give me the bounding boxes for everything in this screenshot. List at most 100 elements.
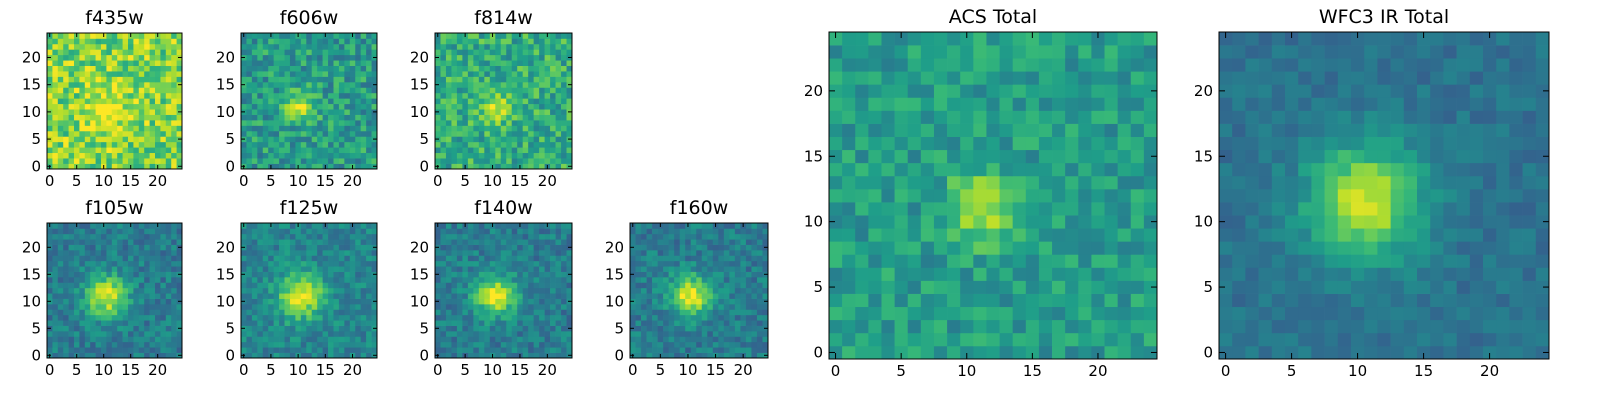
heatmap-cell (251, 223, 258, 229)
heatmap-cell (355, 141, 362, 148)
heatmap-cell (333, 43, 340, 50)
heatmap-cell (528, 92, 534, 99)
heatmap-cell (712, 298, 719, 305)
heatmap-cell (679, 277, 686, 283)
heatmap-cell (251, 277, 258, 283)
heatmap-cell (128, 293, 134, 299)
heatmap-cell (440, 147, 447, 154)
heatmap-cell (881, 175, 895, 190)
heatmap-cell (155, 320, 161, 326)
heatmap-cell (63, 81, 69, 88)
heatmap-cell (960, 332, 974, 347)
heatmap-cell (473, 60, 480, 66)
heatmap-cell (484, 228, 491, 235)
heatmap-cell (306, 43, 313, 50)
heatmap-cell (171, 250, 177, 256)
heatmap-cell (52, 233, 59, 240)
heatmap-cell (63, 298, 69, 305)
heatmap-cell (68, 109, 75, 115)
heatmap-cell (467, 81, 474, 88)
heatmap-cell (533, 49, 540, 56)
heatmap-cell (478, 282, 485, 289)
heatmap-cell (176, 103, 183, 110)
heatmap-cell (539, 271, 545, 278)
heatmap-cell (495, 76, 502, 83)
heatmap-cell (133, 60, 140, 66)
heatmap-cell (155, 325, 161, 332)
heatmap-cell (495, 336, 502, 343)
heatmap-cell (484, 244, 491, 251)
heatmap-cell (117, 125, 123, 132)
heatmap-cell (57, 158, 64, 164)
heatmap-cell (696, 347, 703, 353)
x-tick-label: 10 (483, 172, 502, 190)
heatmap-cell (74, 325, 80, 332)
heatmap-cell (52, 71, 59, 77)
heatmap-cell (95, 125, 102, 132)
heatmap-cell (52, 163, 59, 170)
heatmap-cell (355, 103, 362, 110)
heatmap-cell (106, 314, 113, 321)
heatmap-cell (355, 336, 362, 343)
heatmap-cell (933, 215, 948, 229)
heatmap-cell (273, 304, 280, 310)
heatmap-cell (68, 103, 75, 110)
heatmap-cell (478, 314, 485, 321)
heatmap-cell (90, 314, 96, 321)
heatmap-cell (718, 223, 725, 229)
heatmap-cell (355, 65, 362, 72)
heatmap-cell (79, 87, 86, 94)
heatmap-cell (467, 233, 474, 240)
heatmap-cell (435, 141, 441, 148)
heatmap-cell (657, 250, 664, 256)
heatmap-cell (539, 304, 545, 310)
heatmap-cell (663, 250, 669, 256)
heatmap-cell (311, 158, 318, 164)
heatmap-cell (756, 347, 763, 353)
heatmap-cell (128, 65, 134, 72)
heatmap-cell (279, 81, 285, 88)
heatmap-cell (95, 352, 102, 359)
heatmap-cell (555, 239, 562, 245)
heatmap-cell (1078, 202, 1092, 216)
heatmap-cell (273, 223, 280, 229)
heatmap-cell (544, 120, 551, 126)
heatmap-cell (251, 65, 258, 72)
heatmap-cell (489, 130, 496, 137)
heatmap-cell (539, 250, 545, 256)
heatmap-cell (317, 233, 323, 240)
heatmap-cell (445, 347, 452, 353)
heatmap-cell (701, 223, 708, 229)
heatmap-cell (300, 266, 307, 272)
heatmap-cell (740, 271, 747, 278)
heatmap-cell (467, 87, 474, 94)
heatmap-cell (338, 271, 345, 278)
heatmap-cell (528, 271, 534, 278)
heatmap-cell (68, 163, 75, 170)
heatmap-cell (284, 163, 291, 170)
heatmap-cell (467, 287, 474, 294)
heatmap-cell (657, 266, 664, 272)
heatmap-cell (311, 33, 318, 39)
heatmap-cell (111, 141, 118, 148)
heatmap-cell (68, 120, 75, 126)
heatmap-cell (338, 109, 345, 115)
heatmap-cell (328, 352, 334, 359)
heatmap-cell (84, 71, 91, 77)
heatmap-cell (155, 341, 161, 348)
heatmap-cell (456, 114, 463, 121)
heatmap-cell (360, 92, 367, 99)
heatmap-cell (338, 341, 345, 348)
heatmap-cell (663, 228, 669, 235)
heatmap-cell (635, 309, 642, 316)
heatmap-cell (829, 162, 843, 177)
heatmap-cell (668, 233, 675, 240)
heatmap-cell (138, 336, 145, 343)
heatmap-cell (57, 314, 64, 321)
heatmap-cell (539, 152, 545, 159)
heatmap-cell (751, 304, 758, 310)
heatmap-cell (740, 293, 747, 299)
heatmap-cell (317, 223, 323, 229)
heatmap-cell (246, 260, 253, 267)
heatmap-cell (1091, 215, 1105, 229)
